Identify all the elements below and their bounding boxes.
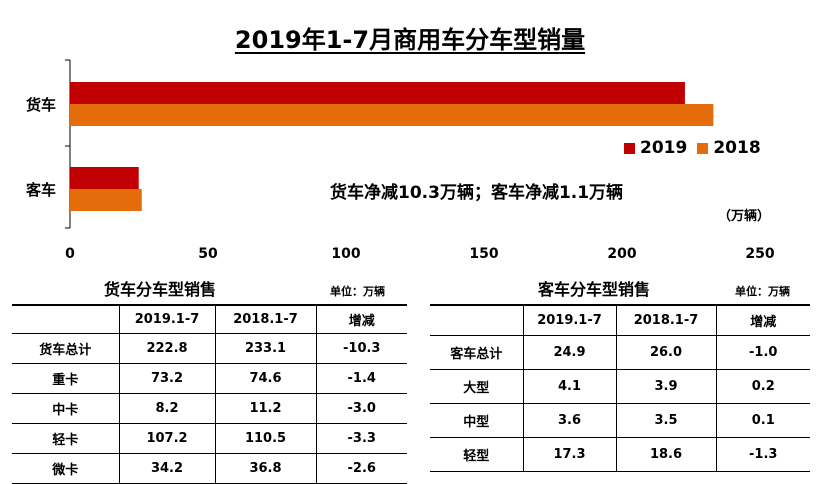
bar-2019-bus <box>70 167 139 189</box>
table-row: 重卡 73.2 74.6 -1.4 <box>12 363 407 394</box>
table-cell: -1.3 <box>716 437 810 472</box>
truck-table-unit: 单位：万辆 <box>330 285 385 298</box>
table-row: 轻卡 107.2 110.5 -3.3 <box>12 423 407 454</box>
row-label: 客车总计 <box>430 335 524 370</box>
table-cell: 110.5 <box>215 423 317 454</box>
table-row: 大型 4.1 3.9 0.2 <box>430 369 810 404</box>
column-header: 2018.1-7 <box>215 304 317 334</box>
row-label: 中卡 <box>12 393 120 424</box>
table-cell: -10.3 <box>316 333 407 364</box>
row-label: 轻卡 <box>12 423 120 454</box>
table-cell: -3.0 <box>316 393 407 424</box>
legend: 2019 2018 <box>624 138 771 158</box>
table-cell: 4.1 <box>523 369 617 404</box>
table-cell: 3.6 <box>523 403 617 438</box>
bus-table-title: 客车分车型销售 <box>538 280 651 299</box>
row-label: 大型 <box>430 369 524 404</box>
table-row: 客车总计 24.9 26.0 -1.0 <box>430 335 810 370</box>
table-cell: -1.4 <box>316 363 407 394</box>
table-cell: 3.9 <box>616 369 717 404</box>
x-tick-label: 150 <box>469 246 498 262</box>
table-cell: 3.5 <box>616 403 717 438</box>
column-header: 增减 <box>316 304 407 334</box>
x-tick-label: 0 <box>65 246 75 262</box>
table-cell: 0.2 <box>716 369 810 404</box>
table-cell: 26.0 <box>616 335 717 370</box>
legend-swatch-2019 <box>624 142 635 154</box>
bus-table-unit: 单位：万辆 <box>735 285 790 298</box>
table-cell: -3.3 <box>316 423 407 454</box>
legend-item-2019: 2019 <box>624 138 687 158</box>
table-header-row: 2019.1-7 2018.1-7 增减 <box>430 304 810 336</box>
axis-unit-label: （万辆） <box>718 209 771 224</box>
truck-sales-table: 2019.1-7 2018.1-7 增减 货车总计 222.8 233.1 -10.3 重卡 7… <box>12 304 407 484</box>
table-row: 货车总计 222.8 233.1 -10.3 <box>12 333 407 364</box>
row-label: 重卡 <box>12 363 120 394</box>
table-cell: 222.8 <box>119 333 216 364</box>
column-header: 增减 <box>716 304 810 336</box>
x-tick-label: 100 <box>331 246 360 262</box>
legend-item-2018: 2018 <box>697 138 761 158</box>
table-cell: 17.3 <box>523 437 617 472</box>
table-row: 中型 3.6 3.5 0.1 <box>430 403 810 438</box>
x-tick-label: 250 <box>745 246 774 262</box>
table-cell: 18.6 <box>616 437 717 472</box>
table-cell: 74.6 <box>215 363 317 394</box>
table-cell: 24.9 <box>523 335 617 370</box>
table-cell: 73.2 <box>119 363 216 394</box>
category-label-truck: 货车 <box>26 96 56 114</box>
bar-2018-truck <box>70 104 714 126</box>
row-label: 货车总计 <box>12 333 120 364</box>
column-header <box>12 304 120 334</box>
truck-sales-table-panel: 货车分车型销售 单位：万辆 2019.1-7 2018.1-7 增减 货车总计 222.… <box>12 276 407 484</box>
bus-sales-table-panel: 客车分车型销售 单位：万辆 2019.1-7 2018.1-7 增减 客车总计 24.9… <box>430 276 810 472</box>
legend-swatch-2018 <box>697 142 709 154</box>
row-label: 中型 <box>430 403 524 438</box>
x-tick-label: 50 <box>198 246 218 262</box>
table-cell: 107.2 <box>119 423 216 454</box>
truck-table-title: 货车分车型销售 <box>104 280 217 299</box>
row-label: 微卡 <box>12 453 120 484</box>
column-header: 2018.1-7 <box>616 304 717 336</box>
table-cell: 233.1 <box>215 333 317 364</box>
table-cell: 11.2 <box>215 393 317 424</box>
column-header <box>430 304 524 336</box>
bar-2018-bus <box>70 189 142 211</box>
legend-label-2018: 2018 <box>713 138 761 158</box>
table-cell: 0.1 <box>716 403 810 438</box>
table-cell: 8.2 <box>119 393 216 424</box>
category-label-bus: 客车 <box>25 181 56 199</box>
table-row: 中卡 8.2 11.2 -3.0 <box>12 393 407 424</box>
column-header: 2019.1-7 <box>523 304 617 336</box>
chart-title: 2019年1-7月商用车分车型销量 <box>234 26 586 54</box>
bus-sales-table: 2019.1-7 2018.1-7 增减 客车总计 24.9 26.0 -1.0 大型 4.1 3… <box>430 304 810 472</box>
table-cell: -1.0 <box>716 335 810 370</box>
row-label: 轻型 <box>430 437 524 472</box>
table-row: 微卡 34.2 36.8 -2.6 <box>12 453 407 484</box>
table-row: 轻型 17.3 18.6 -1.3 <box>430 437 810 472</box>
table-header-row: 2019.1-7 2018.1-7 增减 <box>12 304 407 334</box>
legend-label-2019: 2019 <box>640 138 688 158</box>
bar-2019-truck <box>70 82 685 104</box>
x-tick-label: 200 <box>607 246 636 262</box>
column-header: 2019.1-7 <box>119 304 216 334</box>
net-change-note: 货车净减10.3万辆；客车净减1.1万辆 <box>330 183 624 203</box>
